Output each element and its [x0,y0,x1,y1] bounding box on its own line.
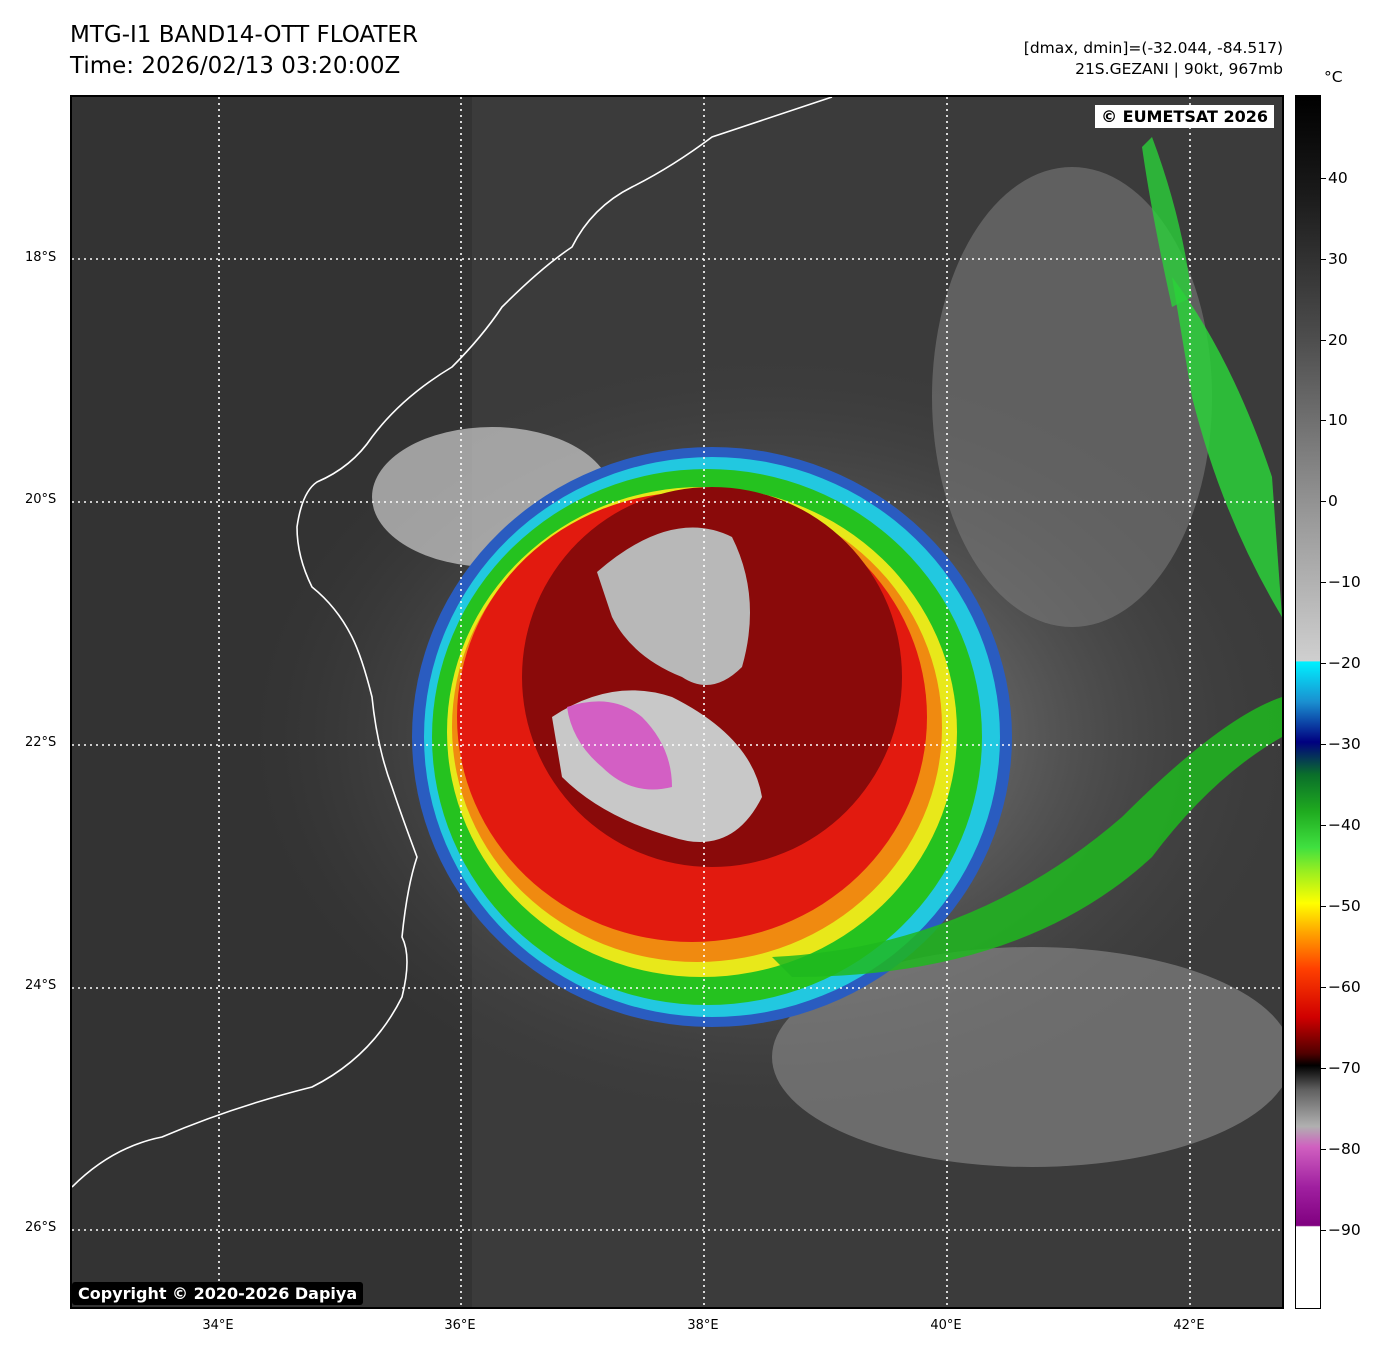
dapiya-copyright: Copyright © 2020-2026 Dapiya [72,1282,364,1305]
grid-lines [72,97,1282,1307]
storm-info-text: 21S.GEZANI | 90kt, 967mb [1075,60,1283,78]
product-title: MTG-I1 BAND14-OTT FLOATER [70,22,418,48]
data-range-text: [dmax, dmin]=(-32.044, -84.517) [1023,39,1283,57]
timestamp: Time: 2026/02/13 03:20:00Z [70,53,401,79]
colorbar-tick-40: 40 [1328,169,1348,187]
colorbar-tick-minus30: −30 [1328,735,1361,753]
coastline [72,97,833,1188]
satellite-map: © EUMETSAT 2026 Copyright © 2020-2026 Da… [70,95,1284,1309]
lat-label-24s: 24°S [25,978,57,993]
lat-label-20s: 20°S [25,492,57,507]
colorbar-unit: °C [1324,68,1343,86]
lat-label-18s: 18°S [25,250,57,265]
colorbar-tick-20: 20 [1328,331,1348,349]
lon-label-42e: 42°E [1173,1318,1205,1333]
colorbar-tick-minus20: −20 [1328,654,1361,672]
satellite-image [72,97,1282,1307]
spiral-band [772,697,1282,977]
lon-label-40e: 40°E [930,1318,962,1333]
colorbar-tick-minus10: −10 [1328,573,1361,591]
colorbar-tick-30: 30 [1328,250,1348,268]
colorbar-tick-minus80: −80 [1328,1140,1361,1158]
colorbar-tick-minus50: −50 [1328,897,1361,915]
lon-label-36e: 36°E [444,1318,476,1333]
colorbar-tick-minus70: −70 [1328,1059,1361,1077]
temperature-colorbar [1295,95,1321,1309]
lat-label-26s: 26°S [25,1220,57,1235]
eumetsat-copyright: © EUMETSAT 2026 [1095,105,1274,128]
colorbar-tick-minus40: −40 [1328,816,1361,834]
lon-label-38e: 38°E [687,1318,719,1333]
colorbar-tick-minus90: −90 [1328,1221,1361,1239]
colorbar-tick-10: 10 [1328,411,1348,429]
colorbar-tick-0: 0 [1328,492,1338,510]
lat-label-22s: 22°S [25,735,57,750]
colorbar-tick-minus60: −60 [1328,978,1361,996]
convective-core [597,527,750,685]
lon-label-34e: 34°E [202,1318,234,1333]
